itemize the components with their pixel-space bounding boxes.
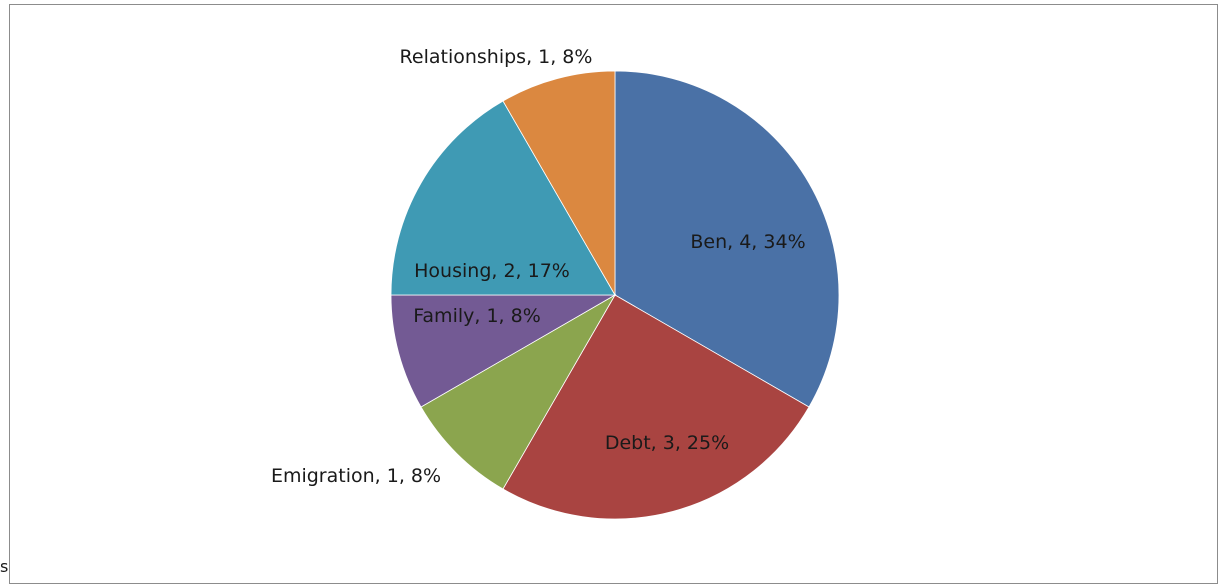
slice-labels: Ben, 4, 34% Debt, 3, 25% Emigration, 1, 8%… — [271, 46, 806, 487]
pie-slice-ben — [614, 70, 840, 408]
pie-slice-debt — [502, 294, 810, 520]
slice-label-debt: Debt, 3, 25% — [605, 432, 729, 454]
slice-label-ben: Ben, 4, 34% — [690, 231, 805, 253]
slice-label-emigration: Emigration, 1, 8% — [271, 465, 441, 487]
stray-text: s — [0, 557, 9, 576]
pie-slice-emigration — [420, 293, 617, 490]
slice-label-family: Family, 1, 8% — [413, 305, 541, 327]
pie-slice-family — [390, 294, 617, 408]
slice-label-housing: Housing, 2, 17% — [414, 260, 570, 282]
pie-slice-housing — [390, 100, 616, 296]
pie-slice-relationships — [502, 70, 616, 297]
pie-slices — [390, 70, 840, 520]
slice-label-relationships: Relationships, 1, 8% — [400, 46, 593, 68]
